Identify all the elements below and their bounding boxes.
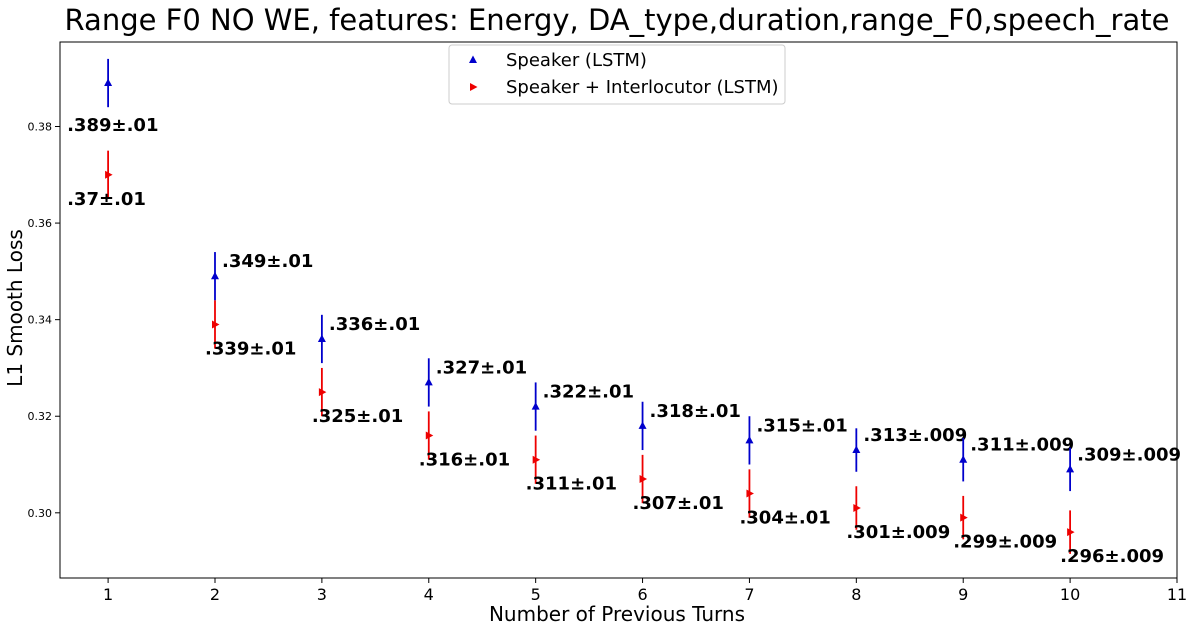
- x-tick-label: 11: [1167, 585, 1187, 604]
- data-label: .339±.01: [205, 338, 296, 359]
- y-tick-label: 0.36: [28, 217, 53, 230]
- x-tick-label: 7: [744, 585, 754, 604]
- series-speaker-interlocutor: .37±.01 .339±.01 .325±.01 .316±.01 .311±.01.…: [67, 150, 1164, 567]
- plot-frame: [59, 41, 1178, 579]
- x-tick-label: 10: [1060, 585, 1080, 604]
- data-label: .304±.01: [739, 507, 830, 528]
- data-point: [318, 388, 327, 397]
- data-point: [317, 334, 326, 342]
- x-tick-label: 8: [851, 585, 861, 604]
- data-point: [852, 445, 861, 454]
- data-label: .389±.01: [67, 115, 158, 136]
- data-label: .316±.01: [419, 450, 510, 471]
- data-point: [639, 475, 648, 484]
- x-tick-label: 4: [424, 585, 434, 604]
- data-label: .313±.009: [863, 425, 967, 446]
- data-point: [1066, 464, 1075, 473]
- x-tick-label: 1: [103, 585, 113, 604]
- x-tick-label: 6: [637, 585, 647, 604]
- x-axis-label: Number of Previous Turns: [489, 602, 745, 626]
- plot-area: .389±.01 .349±.01 .336±.01 .327±.01 .322±.01…: [67, 58, 1181, 567]
- data-point: [746, 489, 754, 498]
- y-tick-label: 0.32: [28, 410, 53, 423]
- legend-box: [448, 44, 786, 105]
- y-axis-label: L1 Smooth Loss: [3, 229, 27, 387]
- data-point: [532, 455, 541, 464]
- data-label: .307±.01: [633, 493, 724, 514]
- data-point: [424, 377, 433, 386]
- y-tick-label: 0.34: [28, 314, 53, 327]
- data-point: [104, 78, 113, 87]
- data-point: [425, 431, 434, 440]
- data-point: [638, 421, 647, 429]
- data-label: .315±.01: [756, 415, 847, 436]
- data-label: .299±.009: [953, 532, 1057, 553]
- chart-title: Range F0 NO WE, features: Energy, DA_typ…: [65, 3, 1170, 37]
- data-label: .318±.01: [650, 401, 741, 422]
- data-point: [959, 455, 968, 463]
- data-point: [960, 513, 968, 522]
- y-tick-label: 0.38: [28, 121, 53, 134]
- data-point: [531, 402, 540, 410]
- x-tick-label: 2: [210, 585, 220, 604]
- legend-entry: Speaker (LSTM): [506, 50, 647, 71]
- data-label: .309±.009: [1077, 444, 1181, 465]
- data-point: [210, 271, 219, 280]
- data-label: .336±.01: [329, 314, 420, 335]
- data-label: .327±.01: [436, 357, 527, 378]
- axes: 1 2 3 4 5 6 7 8 9 10 11 0.30 0.32 0.34 0.36 0.38: [28, 121, 1188, 604]
- data-point: [1067, 528, 1075, 537]
- legend-entry: Speaker + Interlocutor (LSTM): [506, 77, 779, 98]
- data-label: .311±.01: [526, 474, 617, 495]
- data-point: [211, 320, 220, 329]
- data-label: .37±.01: [67, 189, 146, 210]
- data-label: .322±.01: [543, 382, 634, 403]
- data-label: .325±.01: [312, 406, 403, 427]
- data-label: .301±.009: [846, 522, 950, 543]
- data-label: .296±.009: [1060, 546, 1164, 567]
- y-tick-label: 0.30: [28, 507, 53, 520]
- x-tick-label: 9: [958, 585, 968, 604]
- x-tick-label: 5: [531, 585, 541, 604]
- legend-marker: [469, 55, 477, 63]
- data-label: .311±.009: [970, 435, 1074, 456]
- data-point: [745, 435, 754, 444]
- series-speaker: .389±.01 .349±.01 .336±.01 .327±.01 .322±.01…: [67, 58, 1181, 492]
- data-point: [853, 503, 861, 512]
- legend-marker: [470, 83, 478, 91]
- data-point: [105, 170, 113, 179]
- x-tick-label: 3: [317, 585, 327, 604]
- legend: Speaker (LSTM) Speaker + Interlocutor (LS…: [448, 44, 786, 105]
- data-label: .349±.01: [222, 251, 313, 272]
